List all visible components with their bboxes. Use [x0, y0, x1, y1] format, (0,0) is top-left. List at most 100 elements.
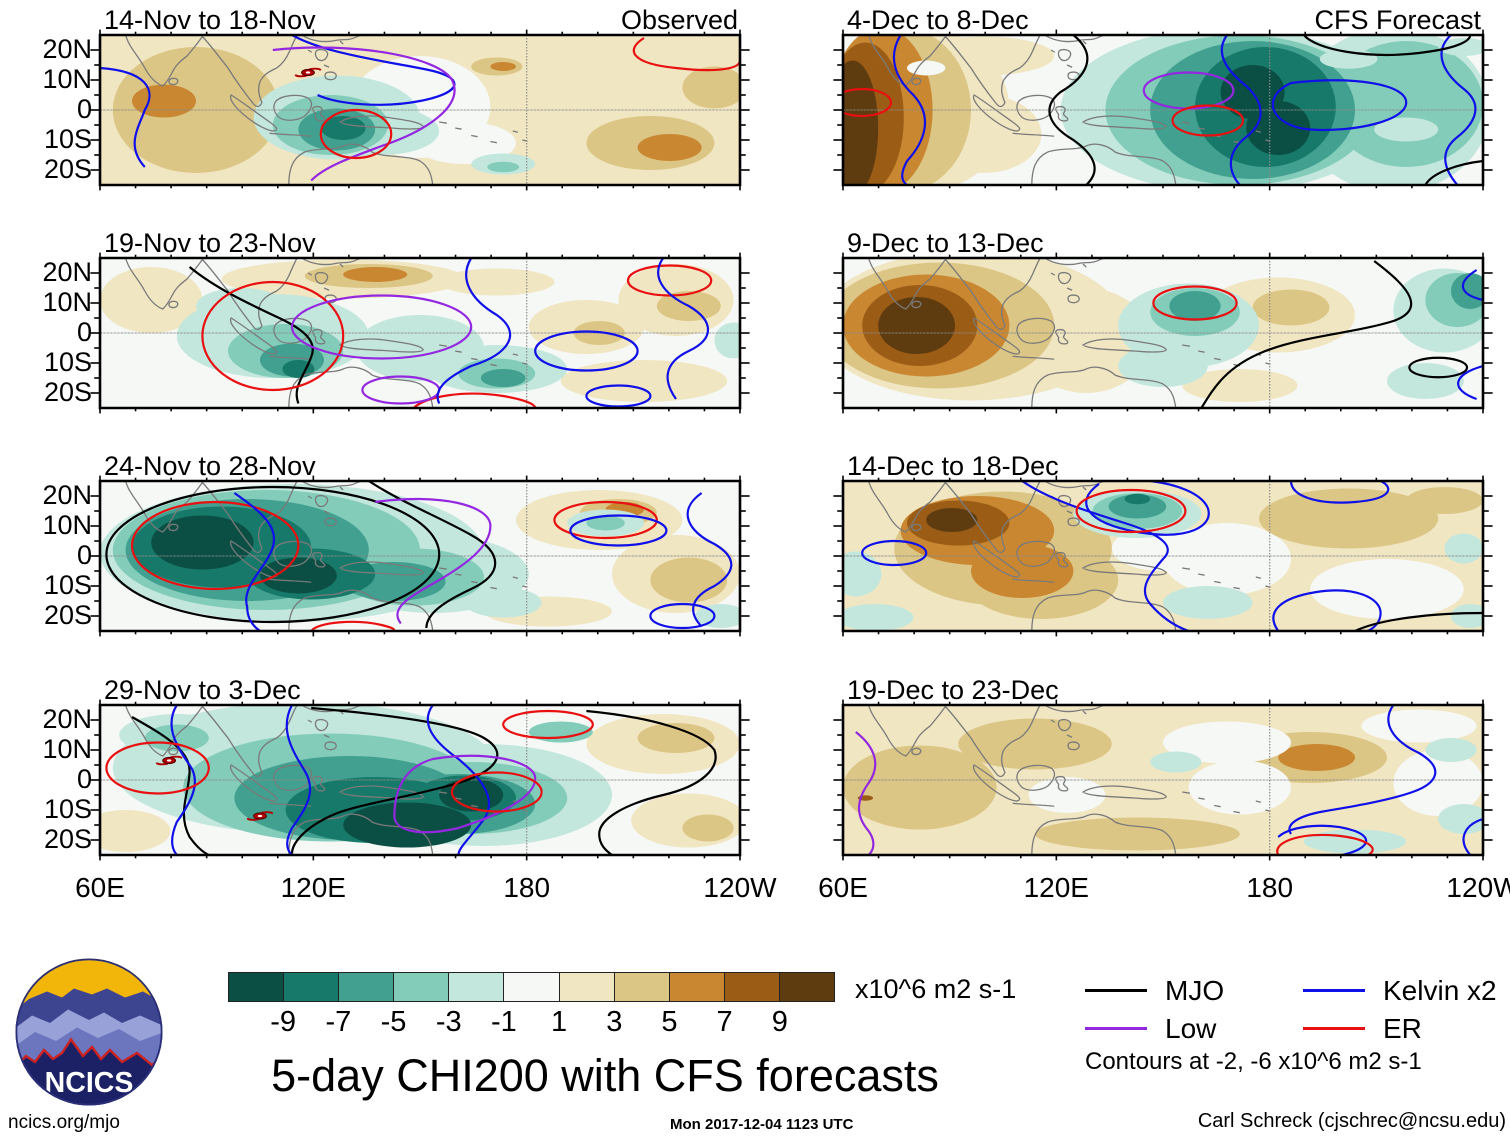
figure-title: 5-day CHI200 with CFS forecasts	[271, 1050, 939, 1101]
y-axis-tick-label: 10N	[42, 734, 92, 764]
wave-contour	[554, 502, 656, 538]
y-axis-tick-label: 20N	[42, 34, 92, 64]
map-panel: 4-Dec to 8-Dec CFS Forecast	[843, 5, 1483, 185]
tropical-cyclone-icon	[156, 757, 182, 765]
colorbar-level-label: 9	[771, 1006, 788, 1038]
wave-contour	[132, 502, 298, 589]
y-axis-tick-label: 0	[76, 317, 92, 347]
colorbar	[228, 972, 835, 1002]
wave-contour	[1201, 261, 1411, 408]
coastlines	[126, 258, 528, 408]
wave-contour	[369, 481, 495, 628]
panel-corner-label: Observed	[620, 5, 738, 35]
coastlines	[869, 481, 1271, 631]
colorbar-units-label: x10^6 m2 s-1	[855, 974, 1017, 1004]
wave-contour	[375, 499, 490, 624]
wave-contour	[658, 258, 708, 399]
colorbar-level-label: 3	[606, 1006, 623, 1038]
panel-title: 19-Nov to 23-Nov	[104, 228, 316, 258]
axis-ticks	[833, 476, 1492, 637]
wave-contour	[106, 743, 208, 794]
colorbar-segment	[449, 973, 505, 1001]
y-axis-tick-label: 20S	[43, 824, 92, 854]
ncics-logo: NCICS	[15, 958, 163, 1106]
colorbar-segment	[284, 973, 340, 1001]
map-plot	[843, 705, 1483, 855]
x-axis-tick-label: 120W	[703, 872, 777, 903]
axis-ticks	[90, 700, 749, 861]
colorbar-segment	[339, 973, 395, 1001]
wave-contour	[570, 516, 666, 546]
panel-title: 19-Dec to 23-Dec	[847, 675, 1059, 705]
footer-url: ncics.org/mjo	[8, 1112, 120, 1133]
panel-title: 29-Nov to 3-Dec	[104, 675, 301, 705]
wave-contour	[106, 487, 439, 622]
colorbar-level-label: 1	[551, 1006, 568, 1038]
wave-contour	[452, 773, 542, 812]
y-axis-tick-label: 10N	[42, 287, 92, 317]
y-axis-tick-label: 20N	[42, 480, 92, 510]
contour-levels-note: Contours at -2, -6 x10^6 m2 s-1	[1085, 1048, 1422, 1075]
legend-label: Kelvin x2	[1383, 975, 1497, 1006]
panel-title: 4-Dec to 8-Dec	[847, 5, 1029, 35]
x-axis-tick-label: 180	[503, 872, 551, 903]
coastlines	[126, 35, 528, 185]
wave-contour	[1458, 366, 1483, 399]
wave-contour	[1464, 819, 1483, 855]
y-axis-tick-label: 10N	[42, 510, 92, 540]
wave-contour	[132, 717, 209, 855]
wave-contour	[1289, 705, 1435, 834]
axis-ticks	[833, 30, 1492, 191]
wave-contour	[586, 711, 715, 855]
map-panel: 14-Dec to 18-Dec	[843, 451, 1483, 631]
colorbar-level-label: -3	[435, 1006, 462, 1038]
wave-contour	[1425, 161, 1483, 185]
panel-title: 24-Nov to 28-Nov	[104, 451, 316, 481]
tropical-cyclone-icon	[247, 812, 273, 820]
wave-contour	[394, 756, 535, 833]
map-panel: 19-Dec to 23-Dec	[843, 675, 1483, 855]
x-axis-tick-label: 60E	[818, 872, 868, 903]
y-axis-tick-label: 20S	[43, 600, 92, 630]
legend-line-sample	[1085, 1027, 1147, 1030]
wave-contour	[894, 35, 925, 185]
wave-contour	[1049, 35, 1094, 185]
wave-contour	[1022, 481, 1188, 631]
map-plot	[843, 258, 1483, 408]
wave-contour	[1277, 835, 1372, 855]
y-axis-tick-label: 10N	[42, 64, 92, 94]
y-axis-tick-label: 10S	[43, 124, 92, 154]
y-axis-tick-label: 20N	[42, 257, 92, 287]
legend-line-sample	[1085, 989, 1147, 992]
map-panel: 14-Nov to 18-Nov Observed	[100, 5, 740, 185]
y-axis-tick-label: 10S	[43, 570, 92, 600]
map-plot	[843, 481, 1483, 631]
colorbar-segment	[669, 973, 725, 1001]
coastlines	[126, 481, 528, 631]
wave-contour	[1222, 35, 1261, 185]
colorbar-segment	[229, 973, 285, 1001]
panel-title: 14-Nov to 18-Nov	[104, 5, 316, 35]
wave-contour	[1153, 287, 1236, 320]
coastlines	[869, 705, 1271, 855]
wave-contour	[321, 110, 391, 158]
axis-ticks	[90, 253, 749, 414]
wave-contour	[1291, 481, 1388, 503]
x-axis-tick-label: 120E	[1023, 872, 1089, 903]
colorbar-level-label: -9	[270, 1006, 297, 1038]
colorbar-level-label: -7	[325, 1006, 352, 1038]
map-plot	[100, 705, 740, 855]
panel-title: 14-Dec to 18-Dec	[847, 451, 1059, 481]
map-plot	[843, 35, 1483, 185]
wave-contour	[428, 705, 489, 855]
colorbar-segment	[779, 973, 835, 1001]
tropical-cyclone-icon	[295, 69, 321, 77]
wave-contour	[438, 258, 511, 404]
colorbar-level-label: 7	[716, 1006, 733, 1038]
colorbar-segment	[559, 973, 615, 1001]
wave-contour	[1086, 481, 1209, 535]
map-plot	[100, 481, 740, 631]
map-panel: 9-Dec to 13-Dec	[843, 228, 1483, 408]
x-axis-tick-label: 180	[1246, 872, 1294, 903]
x-axis-tick-label: 60E	[75, 872, 125, 903]
